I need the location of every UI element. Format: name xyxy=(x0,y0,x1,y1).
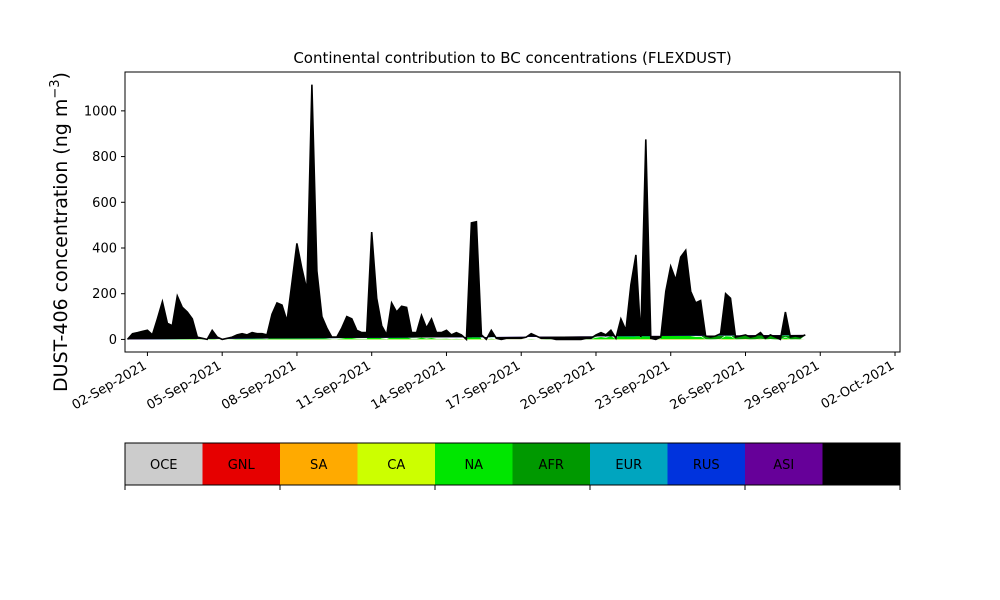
y-tick-label: 400 xyxy=(92,242,117,257)
x-tick-label: 14-Sep-2021 xyxy=(369,358,449,413)
x-tick-label: 26-Sep-2021 xyxy=(668,358,748,413)
area-afr xyxy=(127,112,806,340)
x-tick-label: 11-Sep-2021 xyxy=(294,358,374,413)
total-line xyxy=(126,84,806,342)
chart-title: Continental contribution to BC concentra… xyxy=(293,49,731,67)
y-tick-label: 1000 xyxy=(84,104,117,119)
x-tick-label: 08-Sep-2021 xyxy=(219,358,299,413)
legend-label-sa: SA xyxy=(310,458,327,473)
y-tick-label: 800 xyxy=(92,150,117,165)
legend-frame xyxy=(124,442,901,486)
legend-swatch-rus xyxy=(667,443,746,485)
legend-label-afr: AFR xyxy=(539,458,564,473)
area-rus xyxy=(127,97,806,340)
x-tick-label: 02-Oct-2021 xyxy=(819,358,897,412)
legend-label-gnl: GNL xyxy=(228,458,256,473)
x-tick-label: 17-Sep-2021 xyxy=(443,358,523,413)
x-tick-label: 05-Sep-2021 xyxy=(144,358,224,413)
legend-label-rus: RUS xyxy=(693,458,720,473)
x-axis: 02-Sep-202105-Sep-202108-Sep-202111-Sep-… xyxy=(70,352,897,413)
x-tick-label: 23-Sep-2021 xyxy=(593,358,673,413)
legend-label-aus: AUS xyxy=(848,458,875,473)
legend-swatch-na xyxy=(435,443,513,485)
legend-label-na: NA xyxy=(464,458,483,473)
x-tick-label: 20-Sep-2021 xyxy=(518,358,598,413)
y-axis: 0 200 400 600 800 1000 xyxy=(84,104,125,348)
y-tick-label: 600 xyxy=(92,196,117,211)
legend-swatch-oce xyxy=(125,443,203,485)
legend-label-ca: CA xyxy=(387,458,405,473)
legend-colorbar: OCE GNL SA CA NA AFR EUR RUS ASI AUS xyxy=(124,442,901,490)
x-tick-label: 29-Sep-2021 xyxy=(742,358,822,413)
legend-swatch-aus xyxy=(822,443,901,485)
plot-area xyxy=(126,84,806,342)
legend-swatch-ca xyxy=(357,443,436,485)
y-tick-label: 200 xyxy=(92,287,117,302)
area-aus xyxy=(127,84,806,340)
legend-label-oce: OCE xyxy=(150,458,178,473)
plot-frame xyxy=(124,71,901,353)
legend-swatch-asi xyxy=(745,443,823,485)
legend-label-asi: ASI xyxy=(773,458,794,473)
legend-swatch-gnl xyxy=(202,443,281,485)
y-tick-label: 0 xyxy=(109,333,117,348)
y-axis-label: DUST-406 concentration (ng m−3) xyxy=(48,72,72,392)
legend-label-eur: EUR xyxy=(615,458,642,473)
area-eur xyxy=(127,99,806,340)
legend-swatch-sa xyxy=(280,443,358,485)
legend-swatch-eur xyxy=(590,443,668,485)
x-tick-label: 02-Sep-2021 xyxy=(70,358,150,413)
legend-swatch-afr xyxy=(512,443,591,485)
area-asi xyxy=(127,87,806,340)
